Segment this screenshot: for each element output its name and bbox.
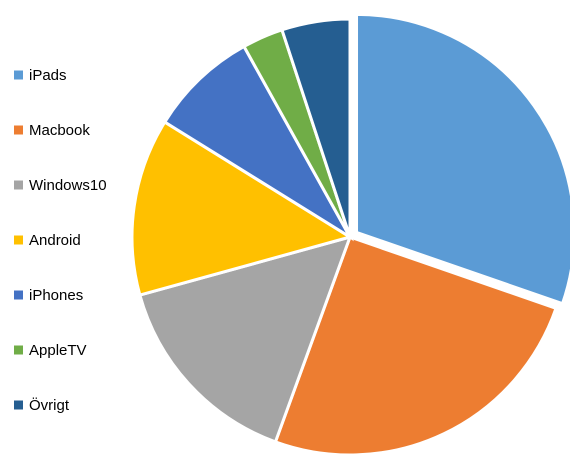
legend-swatch-windows10 xyxy=(14,180,23,190)
legend-swatch-appletv xyxy=(14,345,23,355)
legend-swatch-iphones xyxy=(14,290,23,300)
legend-label-appletv: AppleTV xyxy=(29,342,87,359)
legend-swatch-ipads xyxy=(14,70,23,80)
pie-slice-windows10 xyxy=(138,234,353,444)
legend-label-ipads: iPads xyxy=(29,67,67,84)
legend-item-iphones: iPhones xyxy=(14,287,83,304)
legend-label-macbook: Macbook xyxy=(29,122,90,139)
pie-slice-ipads xyxy=(355,12,570,306)
legend-label-android: Android xyxy=(29,232,81,249)
legend-item-ipads: iPads xyxy=(14,67,67,84)
pie-slice-android xyxy=(130,119,354,297)
pie-slice--vrigt xyxy=(280,17,352,238)
legend-item--vrigt: Övrigt xyxy=(14,396,70,414)
legend-swatch--vrigt xyxy=(14,400,23,410)
legend-item-macbook: Macbook xyxy=(14,122,90,139)
pie-slice-macbook xyxy=(273,235,558,455)
legend-label-iphones: iPhones xyxy=(29,287,83,304)
legend-label--vrigt: Övrigt xyxy=(29,396,70,414)
legend-item-windows10: Windows10 xyxy=(14,177,107,194)
legend-swatch-android xyxy=(14,235,23,245)
legend-label-windows10: Windows10 xyxy=(29,177,107,194)
pie-slice-iphones xyxy=(162,44,355,242)
legend: iPads Macbook Windows10 Android iPhones Apple… xyxy=(14,67,107,414)
legend-swatch-macbook xyxy=(14,125,23,135)
pie-slices xyxy=(130,12,570,455)
legend-item-android: Android xyxy=(14,232,81,249)
legend-item-appletv: AppleTV xyxy=(14,342,87,359)
